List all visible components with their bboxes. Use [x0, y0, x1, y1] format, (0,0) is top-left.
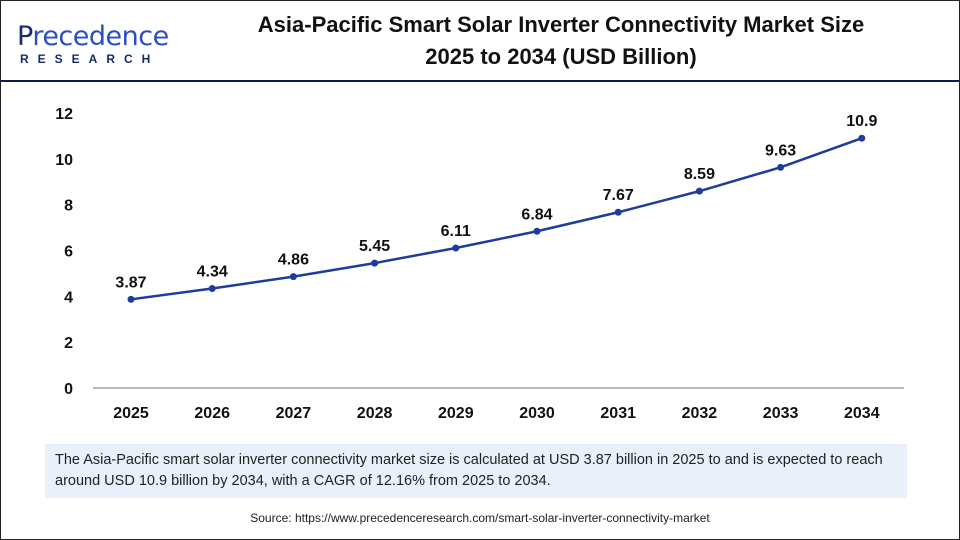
data-point — [208, 285, 216, 293]
x-tick-label: 2027 — [276, 405, 312, 422]
data-point — [371, 259, 379, 267]
data-point — [127, 295, 135, 303]
data-point — [777, 163, 785, 171]
data-label: 9.63 — [765, 142, 796, 159]
data-point — [614, 208, 622, 216]
x-tick-label: 2030 — [519, 405, 555, 422]
series-line — [130, 137, 863, 301]
title-line-2: 2025 to 2034 (USD Billion) — [425, 44, 697, 69]
y-tick-label: 4 — [64, 289, 73, 306]
data-point — [858, 134, 866, 142]
data-label: 4.34 — [197, 264, 228, 281]
data-label: 3.87 — [115, 274, 146, 291]
data-label: 10.9 — [846, 113, 877, 130]
logo-rest: recedence — [32, 21, 169, 52]
x-tick-label: 2028 — [357, 405, 393, 422]
y-tick-label: 8 — [64, 198, 73, 215]
x-tick-label: 2032 — [682, 405, 718, 422]
chart-title: Asia-Pacific Smart Solar Inverter Connec… — [181, 9, 941, 73]
x-tick-label: 2034 — [844, 405, 880, 422]
y-tick-label: 10 — [55, 152, 73, 169]
y-tick-label: 0 — [64, 381, 73, 398]
summary-note: The Asia-Pacific smart solar inverter co… — [45, 444, 907, 498]
x-tick-label: 2025 — [113, 405, 149, 422]
logo-initial: P — [17, 21, 33, 52]
logo-sub: RESEARCH — [20, 52, 160, 66]
x-tick-label: 2029 — [438, 405, 474, 422]
data-label: 5.45 — [359, 238, 390, 255]
x-tick-label: 2033 — [763, 405, 799, 422]
y-tick-label: 2 — [64, 335, 73, 352]
data-point — [533, 227, 541, 235]
source-text: Source: https://www.precedenceresearch.c… — [250, 511, 710, 525]
precedence-research-logo: Precedence RESEARCH — [17, 21, 169, 66]
data-label: 4.86 — [278, 252, 309, 269]
data-label: 8.59 — [684, 166, 715, 183]
title-line-1: Asia-Pacific Smart Solar Inverter Connec… — [257, 12, 865, 37]
logo-brand: Precedence — [17, 21, 169, 52]
data-label: 6.11 — [441, 223, 471, 240]
header-divider — [1, 80, 959, 82]
x-tick-label: 2031 — [600, 405, 636, 422]
data-label: 6.84 — [521, 206, 552, 223]
y-tick-label: 6 — [64, 244, 73, 261]
data-label: 7.67 — [603, 187, 634, 204]
data-point — [289, 273, 297, 281]
y-tick-label: 12 — [55, 106, 73, 123]
data-point — [452, 244, 460, 252]
data-point — [695, 187, 703, 195]
x-tick-label: 2026 — [194, 405, 230, 422]
